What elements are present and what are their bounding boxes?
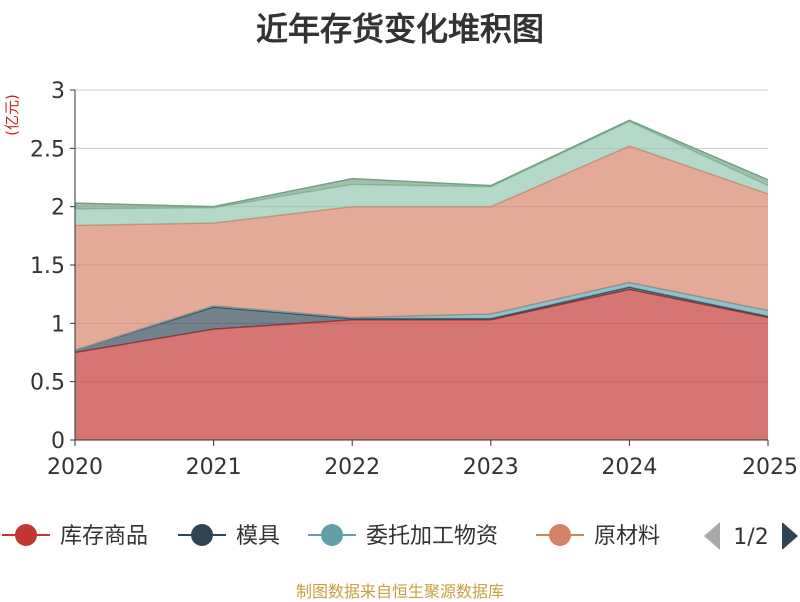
legend-circle-icon [191, 524, 213, 546]
y-tick-label: 0 [51, 429, 65, 454]
legend: 库存商品 模具 委托加工物资 原材料 [2, 524, 660, 549]
legend-label: 原材料 [594, 524, 660, 549]
legend-item-0[interactable]: 库存商品 [2, 524, 148, 549]
x-tick-label: 2022 [324, 455, 380, 480]
series-area-3 [75, 146, 768, 351]
legend-next-page-icon[interactable] [782, 522, 798, 550]
legend-label: 模具 [236, 524, 280, 549]
series-line-5 [74, 119, 769, 208]
x-tick-label: 2023 [463, 455, 519, 480]
series-area-1 [75, 287, 768, 353]
y-axis-unit-label: (亿元) [3, 94, 21, 136]
legend-prev-page-icon[interactable] [704, 522, 720, 550]
x-tick-labels: 2020 2021 2022 2023 2024 2025 [47, 440, 798, 480]
legend-label: 委托加工物资 [366, 524, 498, 549]
legend-page-indicator: 1/2 [733, 525, 768, 550]
legend-circle-icon [15, 524, 37, 546]
legend-item-1[interactable]: 模具 [178, 524, 280, 549]
y-tick-label: 2 [51, 196, 65, 221]
x-tick-label: 2021 [186, 455, 242, 480]
legend-circle-icon [549, 524, 571, 546]
y-tick-label: 0.5 [30, 371, 65, 396]
y-tick-labels: 0 0.5 1 1.5 2 2.5 3 [30, 79, 75, 454]
legend-label: 库存商品 [60, 524, 148, 549]
x-tick-label: 2024 [601, 455, 657, 480]
data-source-note: 制图数据来自恒生聚源数据库 [295, 582, 504, 601]
y-tick-label: 1.5 [30, 254, 65, 279]
x-tick-label: 2020 [47, 455, 103, 480]
series-area-4 [75, 121, 768, 226]
y-tick-label: 2.5 [30, 137, 65, 162]
y-tick-label: 1 [51, 312, 65, 337]
chart-title: 近年存货变化堆积图 [255, 10, 544, 48]
legend-pager: 1/2 [704, 522, 798, 550]
series-areas [74, 119, 769, 440]
legend-circle-icon [321, 524, 343, 546]
y-tick-label: 3 [51, 79, 65, 104]
series-line-1 [74, 286, 769, 351]
x-tick-label: 2025 [742, 455, 798, 480]
legend-item-2[interactable]: 委托加工物资 [308, 524, 498, 549]
legend-item-3[interactable]: 原材料 [536, 524, 660, 549]
